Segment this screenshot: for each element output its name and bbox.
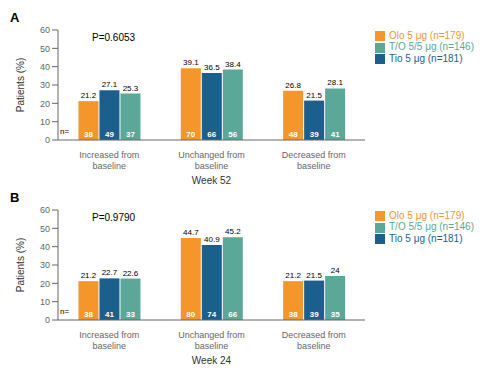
html-text:A: A [10,10,20,25]
html-text:B: B [10,190,20,205]
svg-text:21.2: 21.2 [285,271,301,280]
svg-text:37: 37 [126,130,135,139]
svg-text:70: 70 [186,130,195,139]
html-text:Tio 5 μg (n=181): Tio 5 μg (n=181) [389,52,463,64]
svg-text:Patients (%): Patients (%) [15,238,26,292]
svg-text:21.2: 21.2 [81,91,97,100]
svg-text:10: 10 [40,297,50,307]
svg-text:26.8: 26.8 [285,81,301,90]
svg-text:50: 50 [40,44,50,54]
svg-text:45.2: 45.2 [225,227,241,236]
svg-text:21.5: 21.5 [306,271,322,280]
svg-text:22.7: 22.7 [102,268,118,277]
svg-text:Decreased frombaseline: Decreased frombaseline [282,150,346,171]
svg-text:Week 24: Week 24 [192,355,232,366]
html-text:Tio 5 μg (n=181): Tio 5 μg (n=181) [389,232,463,244]
html-text:P=0.9790: P=0.9790 [92,212,136,223]
html-text:T/O 5/5 μg (n=146): T/O 5/5 μg (n=146) [389,221,474,233]
svg-text:40: 40 [40,62,50,72]
svg-text:41: 41 [105,310,114,319]
svg-text:35: 35 [331,310,340,319]
svg-text:40.9: 40.9 [204,235,220,244]
svg-text:27.1: 27.1 [102,80,118,89]
svg-text:48: 48 [289,130,298,139]
svg-text:0: 0 [45,315,50,325]
svg-text:56: 56 [228,130,237,139]
svg-text:44.7: 44.7 [183,228,199,237]
svg-text:Week 52: Week 52 [192,175,232,186]
svg-text:36.5: 36.5 [204,63,220,72]
svg-text:21.2: 21.2 [81,271,97,280]
svg-text:66: 66 [207,130,216,139]
html-text:n=: n= [60,307,70,316]
svg-text:38: 38 [289,310,298,319]
svg-text:10: 10 [40,117,50,127]
svg-text:0: 0 [45,135,50,145]
svg-text:50: 50 [40,224,50,234]
svg-text:80: 80 [186,310,195,319]
html-text:n=: n= [60,127,70,136]
svg-text:Increased frombaseline: Increased frombaseline [79,330,139,351]
svg-text:25.3: 25.3 [123,84,139,93]
html-text:Olo 5 μg (n=179): Olo 5 μg (n=179) [389,210,465,221]
svg-text:22.6: 22.6 [123,269,139,278]
svg-text:74: 74 [207,310,216,319]
svg-text:33: 33 [126,310,135,319]
svg-text:Unchanged frombaseline: Unchanged frombaseline [178,150,245,171]
svg-text:28.1: 28.1 [327,78,343,87]
svg-text:Increased frombaseline: Increased frombaseline [79,150,139,171]
html-text:T/O 5/5 μg (n=146): T/O 5/5 μg (n=146) [389,41,474,53]
svg-text:39: 39 [310,130,319,139]
svg-text:60: 60 [40,205,50,215]
svg-text:38: 38 [84,130,93,139]
svg-text:66: 66 [228,310,237,319]
svg-text:39: 39 [310,310,319,319]
svg-text:Decreased frombaseline: Decreased frombaseline [282,330,346,351]
svg-text:60: 60 [40,25,50,35]
html-text:Olo 5 μg (n=179): Olo 5 μg (n=179) [389,30,465,41]
svg-text:30: 30 [40,260,50,270]
svg-text:38.4: 38.4 [225,60,241,69]
svg-text:49: 49 [105,130,114,139]
html-text:P=0.6053: P=0.6053 [92,32,136,43]
svg-text:41: 41 [331,130,340,139]
svg-text:21.5: 21.5 [306,91,322,100]
svg-text:Unchanged frombaseline: Unchanged frombaseline [178,330,245,351]
svg-text:Patients (%): Patients (%) [15,58,26,112]
svg-text:39.1: 39.1 [183,58,199,67]
svg-text:40: 40 [40,242,50,252]
svg-text:30: 30 [40,80,50,90]
svg-text:20: 20 [40,99,50,109]
svg-text:20: 20 [40,279,50,289]
svg-text:38: 38 [84,310,93,319]
svg-text:24: 24 [331,266,340,275]
